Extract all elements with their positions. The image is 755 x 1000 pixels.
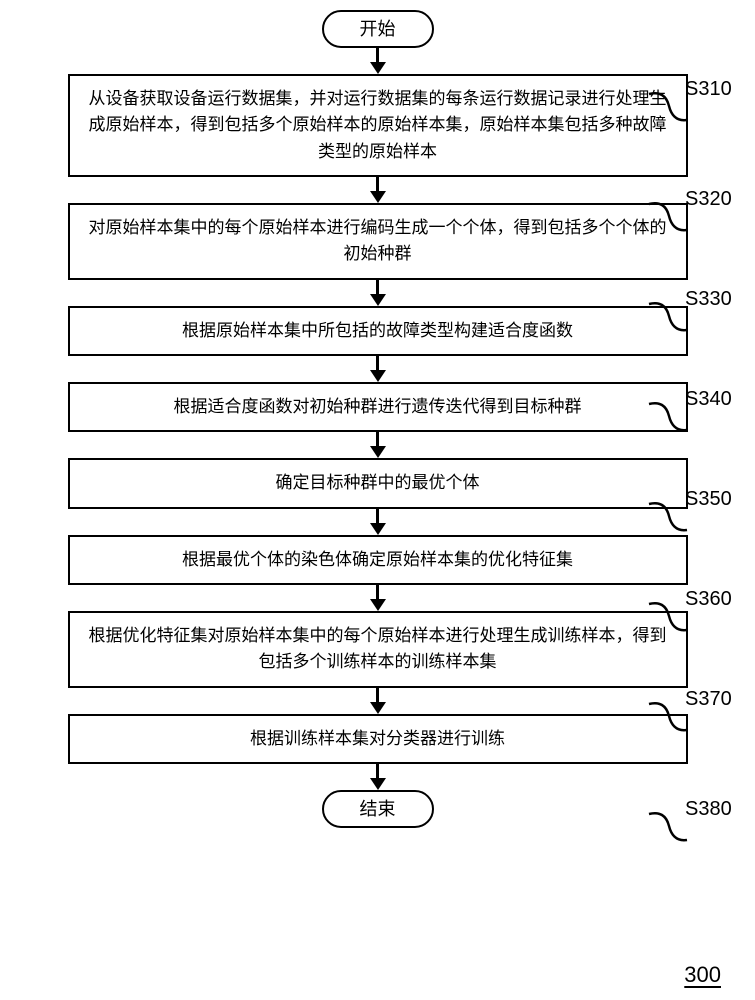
arrow — [370, 432, 386, 458]
step-label: S320 — [685, 188, 732, 211]
reference-number: 300 — [684, 962, 721, 988]
step-text: 根据原始样本集中所包括的故障类型构建适合度函数 — [182, 321, 573, 340]
step-s340: 根据适合度函数对初始种群进行遗传迭代得到目标种群 — [68, 382, 688, 432]
callout-curve — [647, 700, 689, 734]
step-label: S340 — [685, 388, 732, 411]
step-text: 根据优化特征集对原始样本集中的每个原始样本进行处理生成训练样本，得到包括多个训练… — [89, 626, 667, 671]
callout-curve — [647, 400, 689, 434]
step-s350: 确定目标种群中的最优个体 — [68, 458, 688, 508]
step-text: 从设备获取设备运行数据集，并对运行数据集的每条运行数据记录进行处理生成原始样本，… — [89, 89, 667, 161]
arrow — [370, 764, 386, 790]
callout-curve — [647, 810, 689, 844]
flowchart-container: 开始 从设备获取设备运行数据集，并对运行数据集的每条运行数据记录进行处理生成原始… — [0, 0, 755, 828]
step-text: 确定目标种群中的最优个体 — [276, 473, 480, 492]
step-s380: 根据训练样本集对分类器进行训练 — [68, 714, 688, 764]
arrow — [370, 585, 386, 611]
callout-curve — [647, 300, 689, 334]
step-label: S370 — [685, 688, 732, 711]
step-s330: 根据原始样本集中所包括的故障类型构建适合度函数 — [68, 306, 688, 356]
end-terminal: 结束 — [322, 790, 434, 828]
callout-curve — [647, 600, 689, 634]
arrow — [370, 356, 386, 382]
step-text: 根据适合度函数对初始种群进行遗传迭代得到目标种群 — [174, 397, 582, 416]
step-s360: 根据最优个体的染色体确定原始样本集的优化特征集 — [68, 535, 688, 585]
step-text: 根据最优个体的染色体确定原始样本集的优化特征集 — [182, 550, 573, 569]
step-label: S380 — [685, 798, 732, 821]
arrow — [370, 280, 386, 306]
step-text: 对原始样本集中的每个原始样本进行编码生成一个个体，得到包括多个个体的初始种群 — [89, 218, 667, 263]
callout-curve — [647, 500, 689, 534]
callout-curve — [647, 90, 689, 124]
step-s310: 从设备获取设备运行数据集，并对运行数据集的每条运行数据记录进行处理生成原始样本，… — [68, 74, 688, 177]
step-label: S350 — [685, 488, 732, 511]
arrow — [370, 509, 386, 535]
step-text: 根据训练样本集对分类器进行训练 — [250, 729, 505, 748]
arrow — [370, 177, 386, 203]
arrow — [370, 688, 386, 714]
step-label: S310 — [685, 78, 732, 101]
step-label: S360 — [685, 588, 732, 611]
callout-curve — [647, 200, 689, 234]
step-label: S330 — [685, 288, 732, 311]
start-terminal: 开始 — [322, 10, 434, 48]
step-s320: 对原始样本集中的每个原始样本进行编码生成一个个体，得到包括多个个体的初始种群 — [68, 203, 688, 280]
step-s370: 根据优化特征集对原始样本集中的每个原始样本进行处理生成训练样本，得到包括多个训练… — [68, 611, 688, 688]
arrow — [370, 48, 386, 74]
